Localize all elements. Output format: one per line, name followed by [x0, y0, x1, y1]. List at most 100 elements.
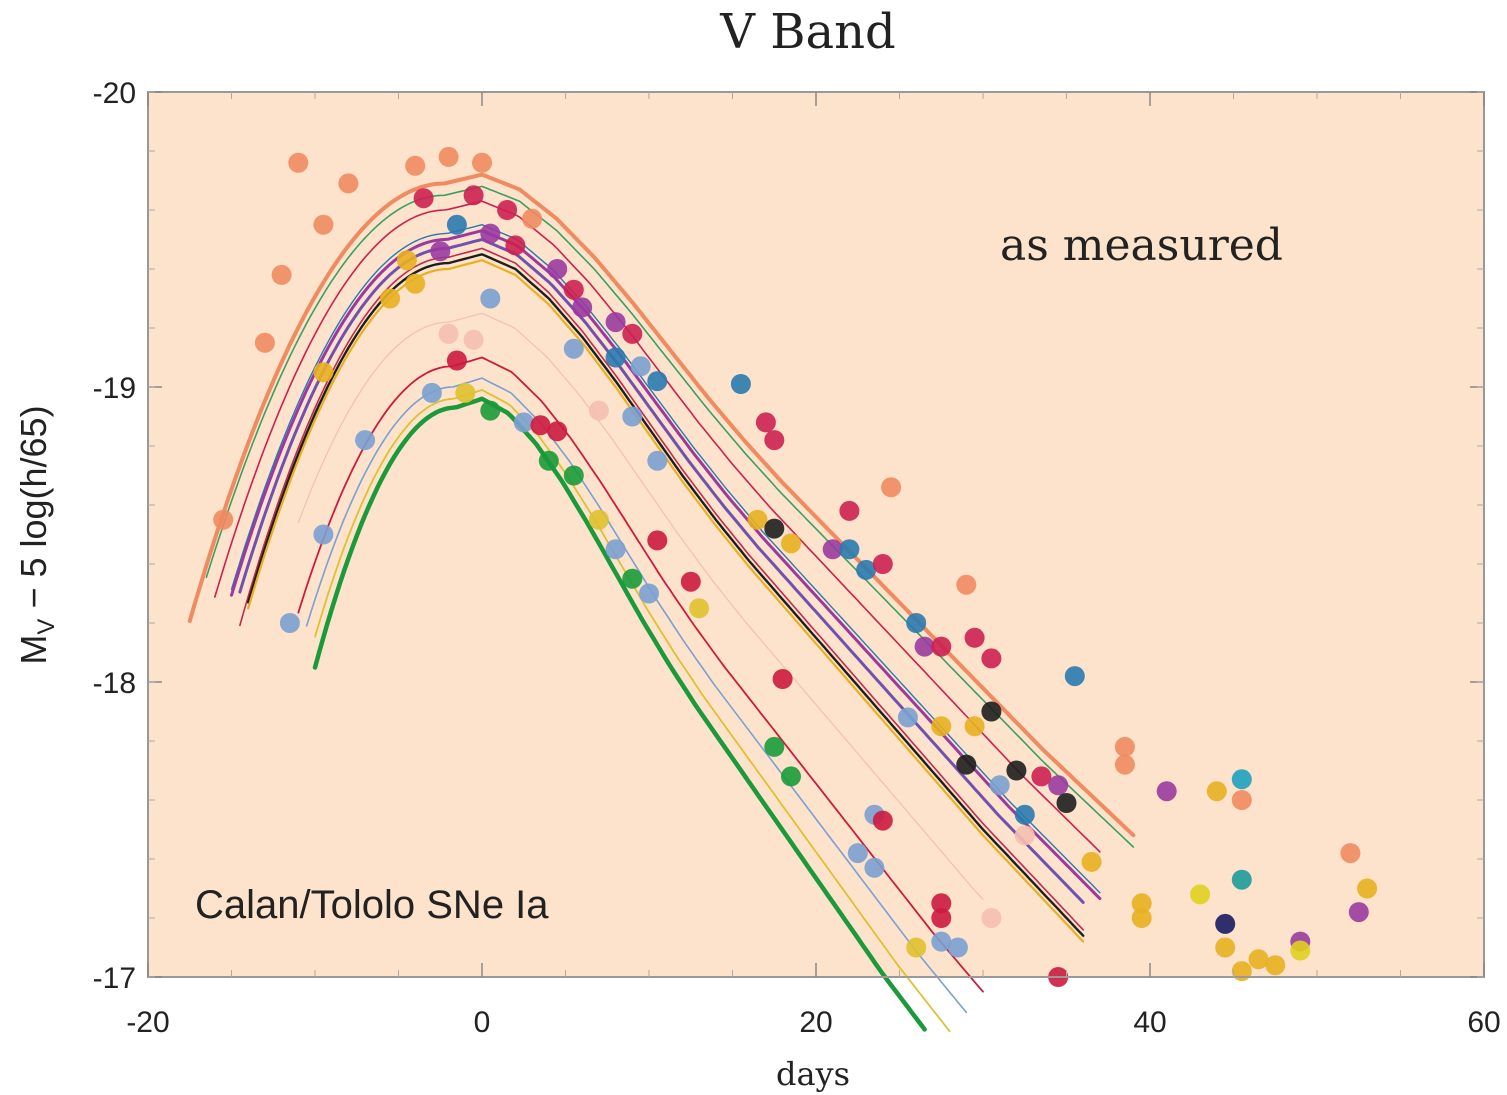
x-tick-label: 40: [1133, 1006, 1166, 1039]
data-point: [781, 533, 801, 554]
data-point: [847, 843, 868, 864]
data-point: [472, 152, 492, 173]
data-point: [396, 250, 417, 271]
data-point: [588, 509, 609, 530]
x-tick-label: 20: [799, 1006, 832, 1039]
data-point: [897, 707, 918, 728]
data-point: [563, 338, 584, 359]
x-tick-label: 0: [474, 1006, 491, 1039]
data-point: [872, 554, 893, 574]
data-point: [421, 382, 442, 403]
data-point: [1357, 878, 1378, 899]
data-point: [647, 450, 668, 471]
y-axis-label-rest: − 5 log(h/65): [13, 405, 54, 618]
data-point: [313, 214, 334, 235]
data-point: [405, 273, 426, 294]
data-point: [1048, 775, 1069, 796]
data-point: [430, 241, 451, 262]
data-point: [630, 356, 651, 377]
data-point: [480, 223, 501, 244]
y-tick-label: -18: [93, 667, 136, 700]
ticks-layer: -20 0 20 40 60 -20 -19 -18 -17: [93, 77, 1501, 1039]
data-point: [1014, 804, 1035, 825]
data-point: [463, 185, 484, 206]
data-point: [981, 648, 1002, 669]
data-point: [1231, 790, 1252, 810]
data-point: [213, 509, 234, 530]
data-point: [1131, 893, 1152, 914]
data-point: [288, 152, 309, 173]
data-point: [1265, 955, 1286, 976]
data-point: [1114, 754, 1135, 775]
data-point: [480, 400, 501, 421]
data-point: [279, 613, 300, 633]
data-point: [956, 574, 977, 595]
data-point: [271, 264, 292, 285]
y-tick-label: -20: [93, 77, 136, 110]
data-point: [563, 279, 584, 300]
data-point: [1064, 666, 1085, 687]
data-point: [572, 297, 593, 318]
data-point: [1231, 961, 1252, 982]
data-point: [906, 937, 927, 958]
data-point: [622, 323, 643, 344]
data-point: [338, 173, 359, 194]
data-point: [605, 312, 626, 333]
data-point: [1031, 766, 1052, 787]
data-point: [956, 754, 977, 775]
data-point: [764, 736, 785, 757]
series-line: [297, 312, 984, 900]
annotation-bottom-left: Calan/Tololo SNe Ia: [195, 883, 549, 927]
y-axis-label: MV − 5 log(h/65): [13, 405, 60, 664]
data-point: [680, 571, 701, 592]
data-point: [931, 908, 952, 928]
data-point: [931, 893, 952, 914]
data-point: [530, 415, 551, 436]
data-point: [413, 188, 434, 209]
series-line: [214, 200, 1101, 853]
data-point: [547, 421, 568, 442]
data-point: [839, 500, 860, 521]
data-point: [947, 937, 968, 958]
data-point: [1014, 825, 1035, 846]
data-point: [538, 450, 559, 471]
x-axis-label: days: [776, 1055, 850, 1093]
data-point: [547, 259, 568, 279]
data-point: [1114, 736, 1135, 757]
x-tick-label: -20: [126, 1006, 169, 1039]
series-line: [297, 356, 984, 993]
data-point: [438, 323, 459, 344]
chart-title: V Band: [719, 4, 895, 60]
data-point: [781, 766, 801, 787]
series-line: [205, 185, 1135, 848]
y-tick-label: -19: [93, 372, 136, 405]
data-point: [647, 530, 668, 551]
data-point: [989, 775, 1010, 796]
data-point: [605, 539, 626, 560]
series-line: [230, 224, 1101, 894]
data-point: [1190, 884, 1211, 905]
data-point: [914, 636, 935, 657]
data-point: [1006, 760, 1027, 781]
data-point: [438, 146, 459, 167]
data-point: [639, 583, 659, 604]
data-point: [405, 155, 426, 176]
data-point: [1131, 908, 1152, 928]
y-axis-label-sub: V: [33, 619, 60, 635]
data-point: [689, 598, 710, 619]
data-point: [764, 518, 785, 539]
data-point: [872, 810, 893, 831]
data-point: [522, 208, 543, 229]
data-point: [446, 214, 467, 235]
data-point: [355, 430, 376, 451]
data-point: [647, 371, 668, 392]
data-point: [513, 412, 534, 433]
data-point: [1081, 851, 1102, 872]
data-point: [497, 200, 518, 220]
data-point: [505, 235, 526, 256]
data-point: [380, 288, 401, 309]
data-point: [1248, 949, 1269, 970]
data-point: [1348, 902, 1369, 923]
data-point: [563, 465, 584, 486]
